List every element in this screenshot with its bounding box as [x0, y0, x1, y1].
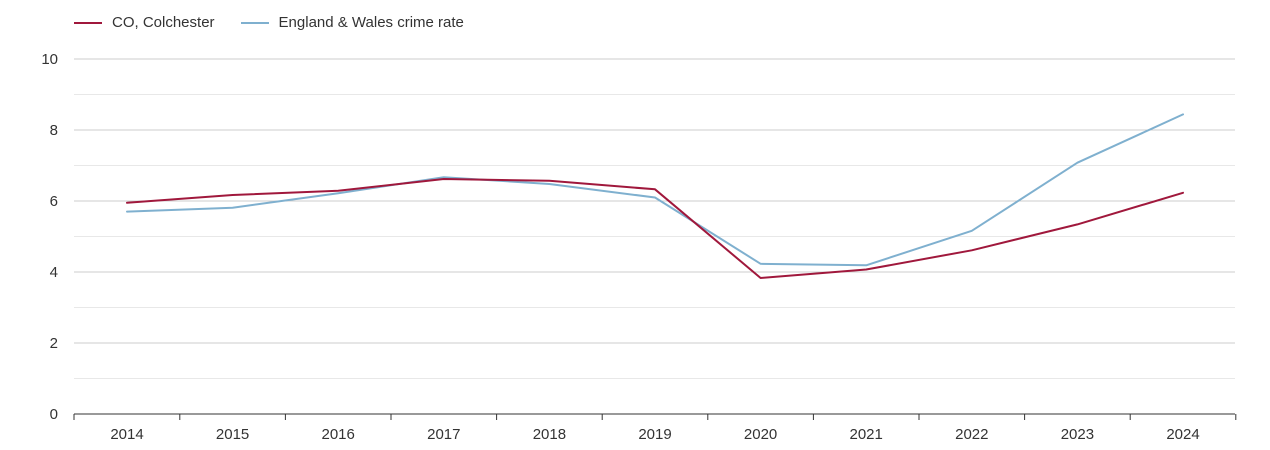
chart-legend: CO, Colchester England & Wales crime rat…	[74, 14, 490, 31]
series-line-colchester	[126, 178, 1184, 279]
legend-swatch-colchester	[74, 21, 102, 24]
x-tick-label: 2024	[1166, 426, 1199, 443]
x-axis: 2014 2015 2016 2017 2018 2019 2020 2021 2022 2023…	[73, 413, 1237, 443]
legend-item-colchester[interactable]: CO, Colchester	[74, 14, 215, 31]
x-tick-label: 2014	[110, 426, 143, 443]
y-axis-ticks: 0 2 4 6 8 10	[41, 51, 58, 423]
y-tick-label: 10	[41, 51, 58, 68]
x-tick-label: 2022	[955, 426, 988, 443]
y-tick-label: 2	[50, 335, 58, 352]
x-tick-label: 2015	[216, 426, 249, 443]
legend-swatch-england-wales	[240, 21, 269, 24]
legend-item-england-wales[interactable]: England & Wales crime rate	[240, 14, 464, 31]
y-tick-label: 6	[50, 193, 58, 210]
grid-lines	[74, 58, 1235, 379]
series-lines	[126, 113, 1184, 279]
x-tick-label: 2017	[427, 426, 460, 443]
x-tick-label: 2019	[638, 426, 671, 443]
legend-label-england-wales: England & Wales crime rate	[278, 14, 464, 31]
series-line-england-wales	[126, 113, 1184, 267]
legend-label-colchester: CO, Colchester	[112, 14, 215, 31]
x-tick-label: 2023	[1061, 426, 1094, 443]
y-tick-label: 8	[50, 122, 58, 139]
y-tick-label: 0	[50, 406, 58, 423]
x-tick-label: 2018	[533, 426, 566, 443]
y-tick-label: 4	[50, 264, 58, 281]
x-tick-label: 2021	[850, 426, 883, 443]
x-tick-label: 2020	[744, 426, 777, 443]
x-tick-label: 2016	[322, 426, 355, 443]
